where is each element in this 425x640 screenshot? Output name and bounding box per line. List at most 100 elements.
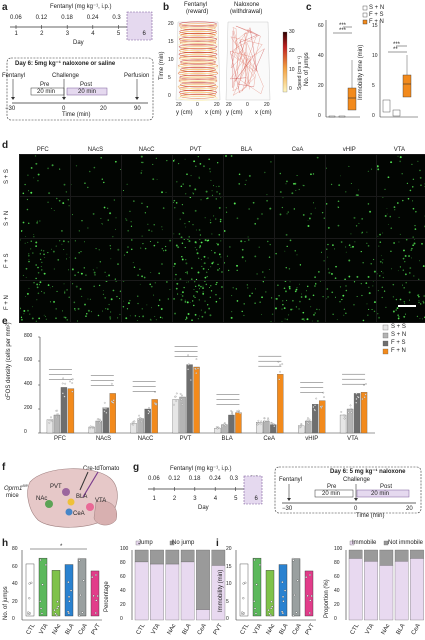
e-point: [355, 401, 358, 404]
panel_i-box: [278, 564, 288, 617]
e-point: [175, 400, 178, 402]
panel_h-point: [30, 581, 33, 584]
panel-c-legend-sn: S + N: [369, 5, 385, 11]
panel-f-region-nac: NAc: [36, 496, 48, 502]
e-point: [187, 354, 189, 357]
panel-c-ytick: 5: [372, 83, 375, 89]
panel-e-category-label: PVT: [179, 436, 192, 442]
panel_h-pct-bar-b: [180, 549, 195, 563]
e-bar: [305, 420, 312, 434]
panel-e-ytick-label: 0: [24, 429, 27, 435]
panel-f-mice: mice: [6, 493, 19, 499]
panel-f-region-bla: BLA: [76, 494, 88, 500]
panel_i-ytick: 5: [226, 598, 229, 605]
panel-d-region-label: VTA: [393, 147, 405, 153]
panel_i-point: [270, 600, 273, 603]
panel_i-box: [304, 570, 314, 617]
e-point: [137, 418, 140, 421]
panel-i-legend-notimmobile: Not immobile: [388, 540, 424, 546]
panel_h-point: [57, 605, 60, 608]
panel_i-point: [271, 605, 274, 608]
panel_i-point: [310, 594, 313, 598]
e-point: [62, 377, 64, 380]
panel_i-point: [242, 582, 245, 585]
panel-c-ytick: 0: [372, 113, 375, 119]
micrograph-nacc-3: [121, 280, 173, 323]
panel-g-day-label: Day: [198, 505, 209, 511]
panel-b-ylab: y (cm): [226, 110, 243, 116]
panel-g-xlabel: Time (min): [356, 513, 385, 519]
panel-g-dose: 0.18: [188, 476, 201, 482]
e-point: [270, 422, 273, 425]
e-point: [363, 396, 366, 399]
panel_i-point: [295, 611, 298, 614]
panel_i-point: [308, 573, 312, 577]
panel_h-point: [28, 582, 31, 585]
e-point: [71, 382, 74, 384]
panel_h-point: [77, 557, 81, 560]
e-point: [112, 401, 115, 404]
e-point: [105, 411, 108, 414]
panel_h-point: [82, 579, 85, 582]
e-point: [361, 398, 364, 400]
panel-a-dose: 0.18: [61, 15, 73, 21]
panel_i-pct-bar-a: [348, 558, 363, 621]
panel_i-point: [254, 607, 257, 610]
panel-c-ytick: 60: [318, 23, 324, 29]
panel_h-point: [53, 609, 56, 612]
e-point: [257, 422, 260, 425]
panel-b-cbar-tick: 30: [289, 29, 295, 35]
e-point: [187, 368, 189, 371]
e-point: [259, 423, 262, 426]
e-point: [319, 405, 322, 408]
panel_i-point: [267, 609, 270, 612]
panel_i-box: [239, 563, 249, 617]
e-point: [148, 411, 151, 413]
e-point: [50, 419, 52, 421]
panel_i-point: [269, 614, 272, 617]
panel_h-point: [28, 612, 31, 615]
micrograph-nacs-2: [70, 238, 122, 281]
panel_h-point: [28, 597, 31, 600]
panel-g-event-fentanyl: Fentanyl: [279, 477, 303, 483]
e-point: [279, 370, 281, 373]
e-bar: [151, 399, 158, 434]
panel-c-ytick: 15: [372, 23, 378, 29]
panel_i-pct-bar-b: [364, 549, 378, 562]
panel-g-dose: 0.06: [148, 476, 160, 482]
panel-b-ztick: 15: [168, 39, 174, 45]
panel-a-event-challenge: Challenge: [52, 73, 80, 79]
panel_i-point: [308, 611, 311, 615]
panel-b-ylab: y (cm): [176, 110, 193, 116]
panel-e-ytick-label: 200: [24, 405, 33, 411]
e-point: [314, 404, 316, 407]
panel_h-point: [70, 589, 73, 592]
panel-h-star: *: [60, 544, 63, 550]
panel_h-box: [38, 557, 48, 617]
panel_i-ytick: 15: [226, 563, 232, 570]
panel_i-point: [242, 597, 245, 600]
e-point: [103, 407, 105, 410]
e-point: [195, 358, 198, 360]
panel_h-pct-ytick: 0: [120, 616, 123, 622]
e-point: [180, 400, 182, 402]
e-point: [96, 418, 99, 421]
e-point: [320, 407, 323, 409]
panel-g-day: 6: [254, 496, 258, 502]
e-point: [260, 420, 263, 423]
panel-b-title-naloxone: Naloxone: [234, 2, 260, 8]
panel_h-point: [67, 595, 71, 598]
panel_i-legend-a: [349, 540, 355, 546]
panel-b-axtick: 0: [246, 102, 249, 108]
panel_i-point: [242, 612, 245, 615]
micrograph-pfc-3: [19, 280, 71, 323]
panel_h-point: [95, 599, 98, 602]
panel-b-ztick: 20: [168, 21, 174, 27]
panel_h-box: [90, 570, 100, 617]
e-point: [349, 407, 352, 410]
e-point: [357, 396, 360, 399]
